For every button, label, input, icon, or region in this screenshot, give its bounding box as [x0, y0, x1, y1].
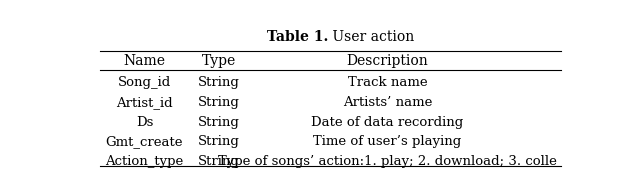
Text: Artist_id: Artist_id [116, 96, 173, 109]
Text: Type: Type [202, 54, 236, 68]
Text: Song_id: Song_id [118, 76, 171, 89]
Text: String: String [198, 116, 240, 129]
Text: String: String [198, 135, 240, 148]
Text: Gmt_create: Gmt_create [106, 135, 183, 148]
Text: String: String [198, 96, 240, 109]
Text: Ds: Ds [136, 116, 153, 129]
Text: Time of user’s playing: Time of user’s playing [314, 135, 461, 148]
Text: Description: Description [347, 54, 428, 68]
Text: Table 1.: Table 1. [267, 30, 328, 44]
Text: Date of data recording: Date of data recording [312, 116, 463, 129]
Text: User action: User action [328, 30, 414, 44]
Text: Track name: Track name [348, 76, 428, 89]
Text: String: String [198, 155, 240, 168]
Text: Type of songs’ action:1. play; 2. download; 3. colle: Type of songs’ action:1. play; 2. downlo… [218, 155, 557, 168]
Text: Artists’ name: Artists’ name [343, 96, 432, 109]
Text: Action_type: Action_type [106, 155, 184, 168]
Text: String: String [198, 76, 240, 89]
Text: Name: Name [124, 54, 166, 68]
